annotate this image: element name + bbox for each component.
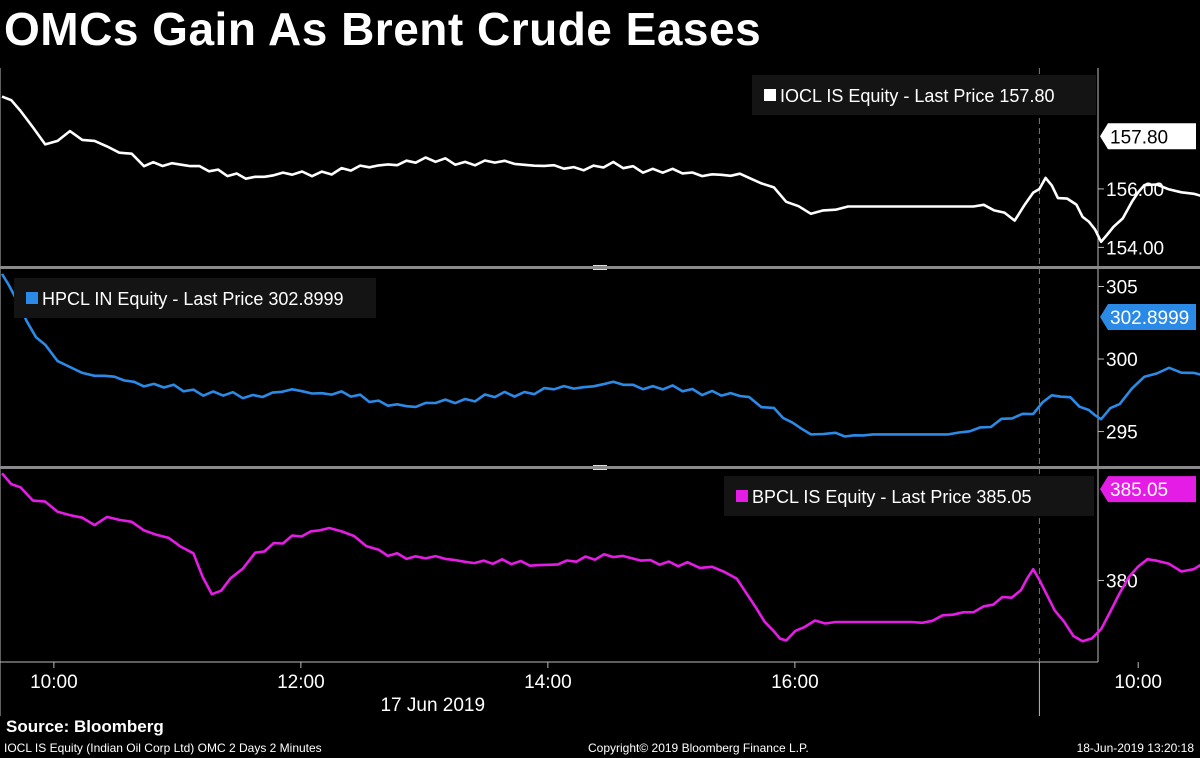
x-tick-label: 12:00 [277,672,325,693]
legend-box [724,476,1094,516]
x-axis: 10:0012:0014:0016:0010:0012:0014:0016:00… [30,662,1162,716]
x-tick-label: 10:00 [30,672,78,693]
source-label: Source: Bloomberg [6,717,164,736]
panel-divider-grip [593,465,607,466]
footer-timestamp: 18-Jun-2019 13:20:18 [1076,741,1194,755]
y-tick-label: 305 [1106,278,1138,299]
panel-divider [0,466,1200,469]
panel-divider-grip [593,469,607,470]
last-price-label: 302.8999 [1110,308,1189,329]
last-price-marker [1100,476,1196,503]
legend-swatch [764,89,776,101]
x-date-label: 17 Jun 2019 [380,695,485,716]
legend-label: BPCL IS Equity - Last Price 385.05 [752,487,1031,507]
x-tick-label: 10:00 [1114,672,1162,693]
x-tick-label: 16:00 [771,672,819,693]
legend-box [14,278,376,318]
chart-frame [0,68,1200,716]
legend-label: IOCL IS Equity - Last Price 157.80 [780,86,1054,106]
legend-box [752,75,1096,115]
panel-divider [0,266,1200,269]
last-price-label: 157.80 [1110,127,1168,148]
y-tick-label: 300 [1106,350,1138,371]
series-line-bpcl [1,472,1200,643]
y-tick-label: 154.00 [1106,238,1164,259]
series-line-hpcl [0,273,1200,438]
series-line-iocl [1,95,1200,244]
legend-swatch [26,292,38,304]
legend-label: HPCL IN Equity - Last Price 302.8999 [42,289,343,309]
panel-divider-grip [593,269,607,270]
x-tick-label: 14:00 [524,672,572,693]
legend-swatch [736,490,748,502]
y-tick-label: 295 [1106,423,1138,444]
panel-hpcl: 305 300 295 302.8999 HPCL IN Equity - Last P… [0,273,1200,444]
last-price-marker [1100,303,1196,330]
footer-copyright: Copyright© 2019 Bloomberg Finance L.P. [588,741,809,755]
footer-security-description: IOCL IS Equity (Indian Oil Corp Ltd) OMC… [4,741,322,755]
last-price-label: 385.05 [1110,480,1168,501]
last-price-marker [1100,123,1196,150]
panel-divider-grip [593,265,607,266]
chart-title: OMCs Gain As Brent Crude Eases [4,3,762,55]
